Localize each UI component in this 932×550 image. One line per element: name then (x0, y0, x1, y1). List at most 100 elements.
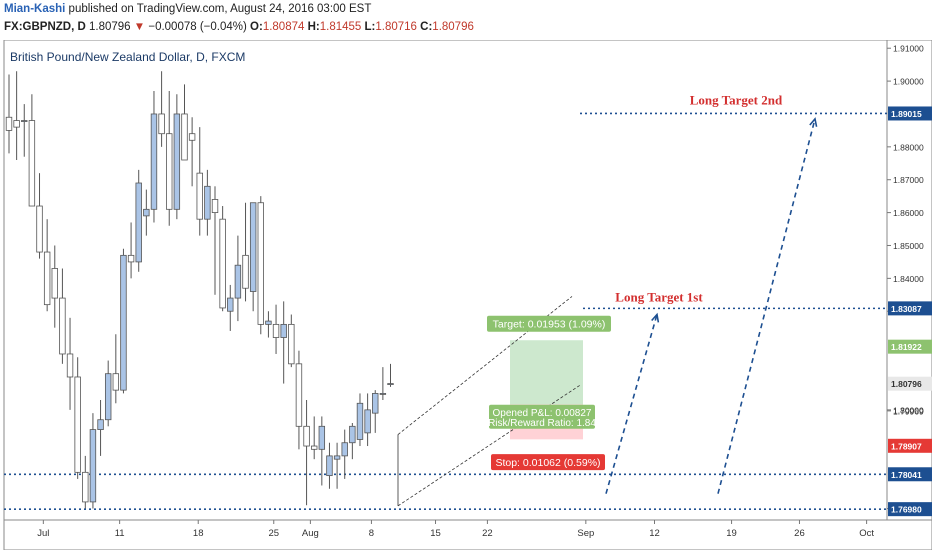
candle-body (104, 373, 112, 421)
candle-body (127, 254, 135, 263)
price-tag-label: 1.78907 (891, 441, 922, 451)
price-tick-label: 1.85000 (893, 241, 924, 251)
candle-body (97, 419, 104, 430)
candle-body (89, 429, 97, 503)
last-price: 1.80796 (88, 21, 131, 33)
price-tick-label: 1.84000 (893, 274, 924, 284)
close-label: C: (420, 21, 433, 33)
candle-body (204, 185, 211, 220)
target-label: Target: 0.01953 (1.09%) (493, 319, 606, 331)
candle-body (379, 393, 387, 395)
author-link[interactable]: Mian-Kashi (4, 3, 66, 15)
price-tick-label: 1.90000 (893, 77, 924, 87)
time-axis (3, 519, 932, 550)
candle-body (280, 323, 287, 338)
time-tick-label: Oct (859, 528, 874, 539)
candle-body (333, 455, 341, 460)
candle-body (28, 120, 36, 207)
level-price-label: 1.78041 (891, 470, 922, 480)
time-tick-label: 12 (649, 528, 660, 539)
time-tick-label: 11 (115, 528, 125, 539)
candle-body (74, 376, 81, 473)
candle-body (59, 297, 66, 355)
candle-body (341, 442, 348, 457)
candle-body (43, 251, 51, 306)
price-tag (888, 438, 932, 453)
level-price-tag (888, 301, 932, 316)
target-label-box (487, 315, 611, 332)
chart-header: Mian-Kashi published on TradingView.com,… (0, 0, 932, 40)
long-target-1st-label: Long Target 1st (615, 289, 703, 304)
candle-body (364, 409, 371, 434)
time-tick-label: 8 (369, 528, 374, 539)
price-tick-label: 1.86000 (893, 208, 924, 218)
time-tick-label: 25 (268, 528, 279, 539)
candle-body (219, 218, 226, 309)
candle-body (387, 383, 394, 385)
low-value: 1.80716 (375, 21, 417, 33)
long-target-2nd-label: Long Target 2nd (690, 92, 783, 107)
candle-body (310, 445, 318, 450)
price-tag (888, 376, 932, 391)
open-label: O: (250, 21, 263, 33)
candle-body (82, 471, 89, 503)
time-tick-label: 15 (430, 528, 441, 539)
candle-body (265, 320, 272, 325)
publish-text: published on TradingView.com, August 24,… (68, 3, 372, 15)
forecast-arrow-1 (605, 314, 658, 494)
candle-body (196, 172, 203, 220)
price-tag-label: 1.80796 (891, 379, 922, 389)
price-tick-label: 1.87000 (893, 175, 924, 185)
close-value: 1.80796 (432, 21, 474, 33)
symbol-label: FX:GBPNZD, D (4, 21, 86, 33)
price-tick-label: 1.88000 (893, 142, 924, 152)
risk-reward-label: Risk/Reward Ratio: 1.84 (488, 418, 596, 429)
high-label: H: (307, 21, 320, 33)
ohlc-line: FX:GBPNZD, D 1.80796 ▼ −0.00078 (−0.04%)… (4, 21, 474, 33)
candle-body (21, 120, 28, 122)
candle-body (349, 425, 356, 444)
price-tag-label: 1.81922 (891, 342, 922, 352)
level-price-label: 1.83087 (891, 304, 922, 314)
level-price-tag (888, 106, 932, 121)
candle-body (227, 297, 234, 312)
candle-body (120, 254, 127, 391)
price-tag (888, 339, 932, 354)
candle-body (13, 120, 20, 128)
price-tick-label: 1.79969 (893, 406, 924, 416)
time-tick-label: 19 (726, 528, 737, 539)
plot-area (3, 40, 888, 521)
candle-body (272, 323, 280, 338)
chart-frame[interactable]: 1.91000 1.90000 1.88000 1.87000 1.86000 1.850… (0, 40, 932, 550)
time-tick-label: Jul (37, 528, 49, 539)
stop-label: Stop: 0.01062 (0.59%) (495, 457, 600, 469)
candle-body (288, 323, 295, 365)
publish-line: Mian-Kashi published on TradingView.com,… (4, 3, 371, 15)
low-label: L: (364, 21, 376, 33)
forecast-arrow-2-head (809, 117, 818, 127)
candle-body (143, 208, 150, 217)
price-tick-label: 1.80000 (893, 405, 924, 415)
candle-body (181, 113, 188, 161)
level-price-tag (888, 502, 932, 517)
time-tick-label: 22 (482, 528, 493, 539)
candle-body (66, 353, 74, 378)
candle-body (166, 133, 173, 210)
candle-body (257, 202, 264, 325)
candle-body (188, 133, 196, 141)
time-tick-label: 26 (794, 528, 805, 539)
price-tick-label: 1.91000 (893, 44, 924, 54)
time-tick-label: Aug (302, 528, 319, 539)
candle-body (51, 268, 58, 299)
candle-body (326, 455, 333, 477)
candle-body (158, 113, 165, 135)
chart-canvas[interactable]: 1.91000 1.90000 1.88000 1.87000 1.86000 1.850… (0, 40, 932, 550)
target-zone (510, 340, 583, 405)
forecast-arrow-2 (717, 118, 816, 494)
level-price-label: 1.89015 (891, 109, 922, 119)
level-price-tag (888, 467, 932, 482)
candle-body (135, 182, 142, 263)
candle-body (356, 402, 364, 440)
candle-body (5, 116, 13, 131)
candle-body (372, 393, 379, 414)
